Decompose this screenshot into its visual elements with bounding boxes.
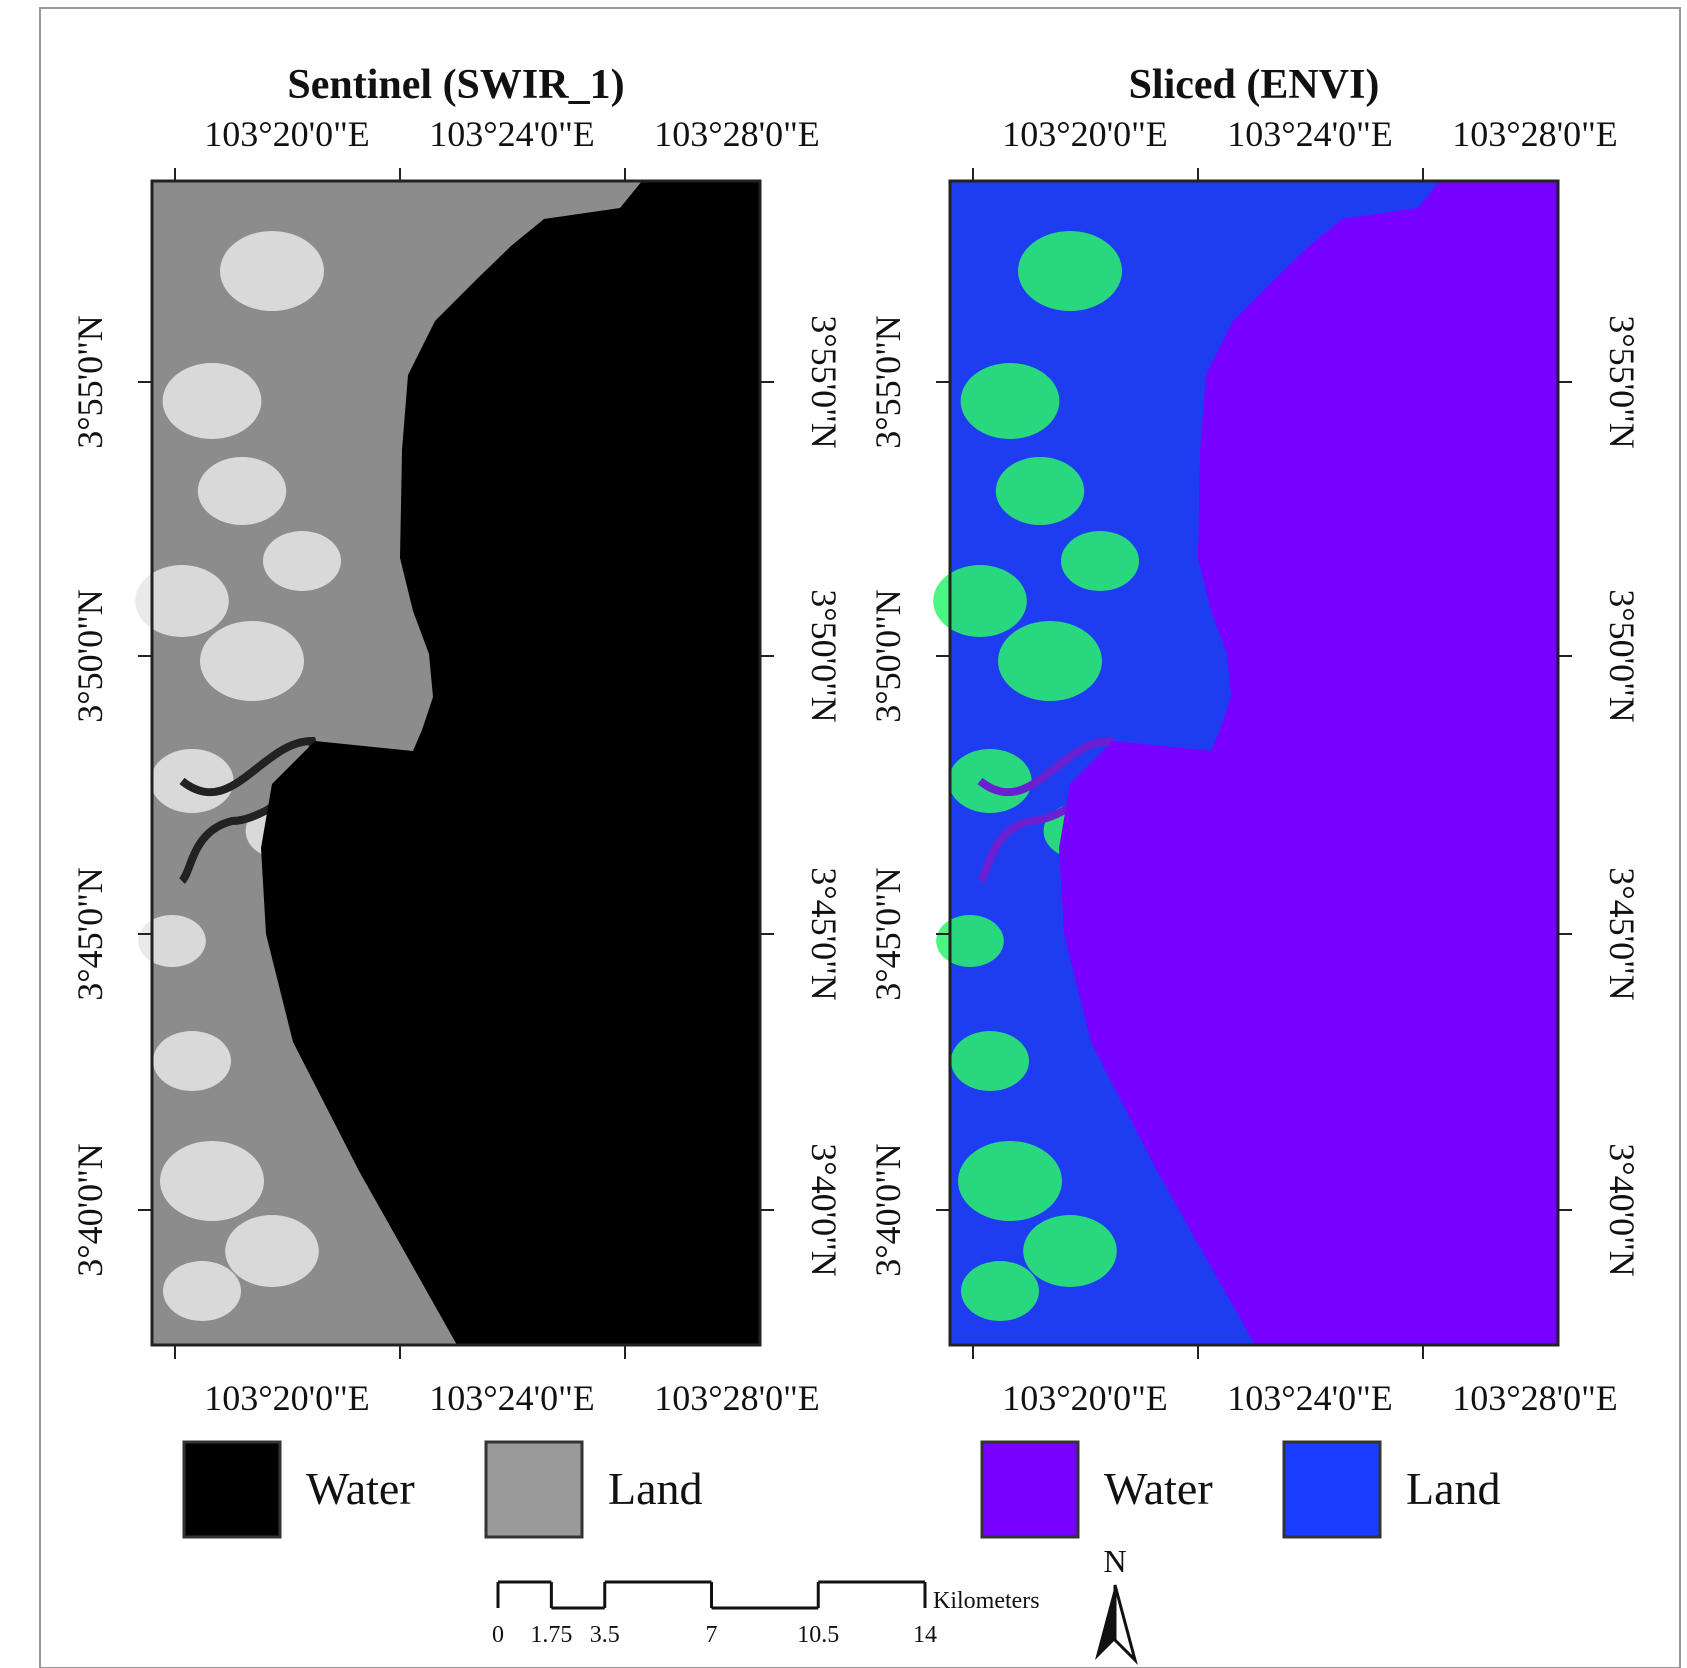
land-texture — [153, 1031, 231, 1091]
land-texture — [996, 457, 1084, 525]
legend-label: Land — [608, 1463, 703, 1514]
land-texture — [163, 1261, 241, 1321]
scale-tick-label: 0 — [492, 1622, 504, 1648]
lat-label: 3°50'0"N — [70, 589, 110, 723]
scale-tick-label: 7 — [706, 1622, 718, 1648]
panel-title: Sliced (ENVI) — [1129, 62, 1380, 108]
legend-label: Water — [306, 1463, 415, 1514]
land-texture — [933, 565, 1027, 637]
lat-label: 3°45'0"N — [868, 867, 908, 1001]
land-texture — [951, 1031, 1029, 1091]
land-texture — [200, 621, 304, 701]
lat-label: 3°40'0"N — [70, 1143, 110, 1277]
land-texture — [961, 1261, 1039, 1321]
lat-label: 3°45'0"N — [1602, 867, 1642, 1001]
north-label: N — [1103, 1543, 1126, 1579]
land-texture — [220, 231, 324, 311]
land-texture — [1018, 231, 1122, 311]
land-texture — [150, 749, 233, 813]
land-texture — [135, 565, 229, 637]
land-texture — [948, 749, 1031, 813]
legend-label: Water — [1104, 1463, 1213, 1514]
land-texture — [958, 1141, 1062, 1221]
legend-swatch — [982, 1442, 1078, 1537]
lon-label: 103°28'0"E — [1452, 1378, 1618, 1418]
map-panel — [933, 181, 1558, 1345]
lat-label: 3°55'0"N — [70, 315, 110, 449]
scale-tick-label: 10.5 — [797, 1622, 839, 1648]
lat-label: 3°50'0"N — [868, 589, 908, 723]
lat-label: 3°45'0"N — [70, 867, 110, 1001]
land-texture — [138, 915, 206, 967]
legend-label: Land — [1406, 1463, 1501, 1514]
lat-label: 3°55'0"N — [804, 315, 844, 449]
lon-label: 103°24'0"E — [1227, 114, 1393, 154]
lon-label: 103°24'0"E — [429, 1378, 595, 1418]
panel-title: Sentinel (SWIR_1) — [287, 62, 624, 108]
land-texture — [961, 363, 1060, 439]
land-texture — [1023, 1215, 1117, 1287]
lon-label: 103°20'0"E — [204, 114, 370, 154]
legend-swatch — [1284, 1442, 1380, 1537]
lat-label: 3°55'0"N — [868, 315, 908, 449]
land-texture — [998, 621, 1102, 701]
lat-label: 3°50'0"N — [804, 589, 844, 723]
lon-label: 103°24'0"E — [429, 114, 595, 154]
land-texture — [263, 531, 341, 591]
legend-swatch — [184, 1442, 280, 1537]
figure: N Sentinel (SWIR_1) 103°20'0"E 103°20'0"E 1… — [0, 0, 1687, 1668]
land-texture — [936, 915, 1004, 967]
scale-tick-label: 3.5 — [590, 1622, 620, 1648]
lon-label: 103°28'0"E — [1452, 114, 1618, 154]
land-texture — [1061, 531, 1139, 591]
land-texture — [198, 457, 286, 525]
scale-tick-label: 1.75 — [530, 1622, 572, 1648]
legend-swatch — [486, 1442, 582, 1537]
lat-label: 3°50'0"N — [1602, 589, 1642, 723]
lon-label: 103°28'0"E — [654, 114, 820, 154]
land-texture — [225, 1215, 319, 1287]
lon-label: 103°20'0"E — [1002, 114, 1168, 154]
scale-unit: Kilometers — [933, 1588, 1040, 1614]
lat-label: 3°55'0"N — [1602, 315, 1642, 449]
lon-label: 103°24'0"E — [1227, 1378, 1393, 1418]
lon-label: 103°20'0"E — [1002, 1378, 1168, 1418]
lon-label: 103°28'0"E — [654, 1378, 820, 1418]
lat-label: 3°40'0"N — [804, 1143, 844, 1277]
lat-label: 3°40'0"N — [868, 1143, 908, 1277]
lon-label: 103°20'0"E — [204, 1378, 370, 1418]
lat-label: 3°45'0"N — [804, 867, 844, 1001]
land-texture — [163, 363, 262, 439]
scale-tick-label: 14 — [913, 1622, 937, 1648]
map-panel — [135, 181, 760, 1345]
lat-label: 3°40'0"N — [1602, 1143, 1642, 1277]
land-texture — [160, 1141, 264, 1221]
